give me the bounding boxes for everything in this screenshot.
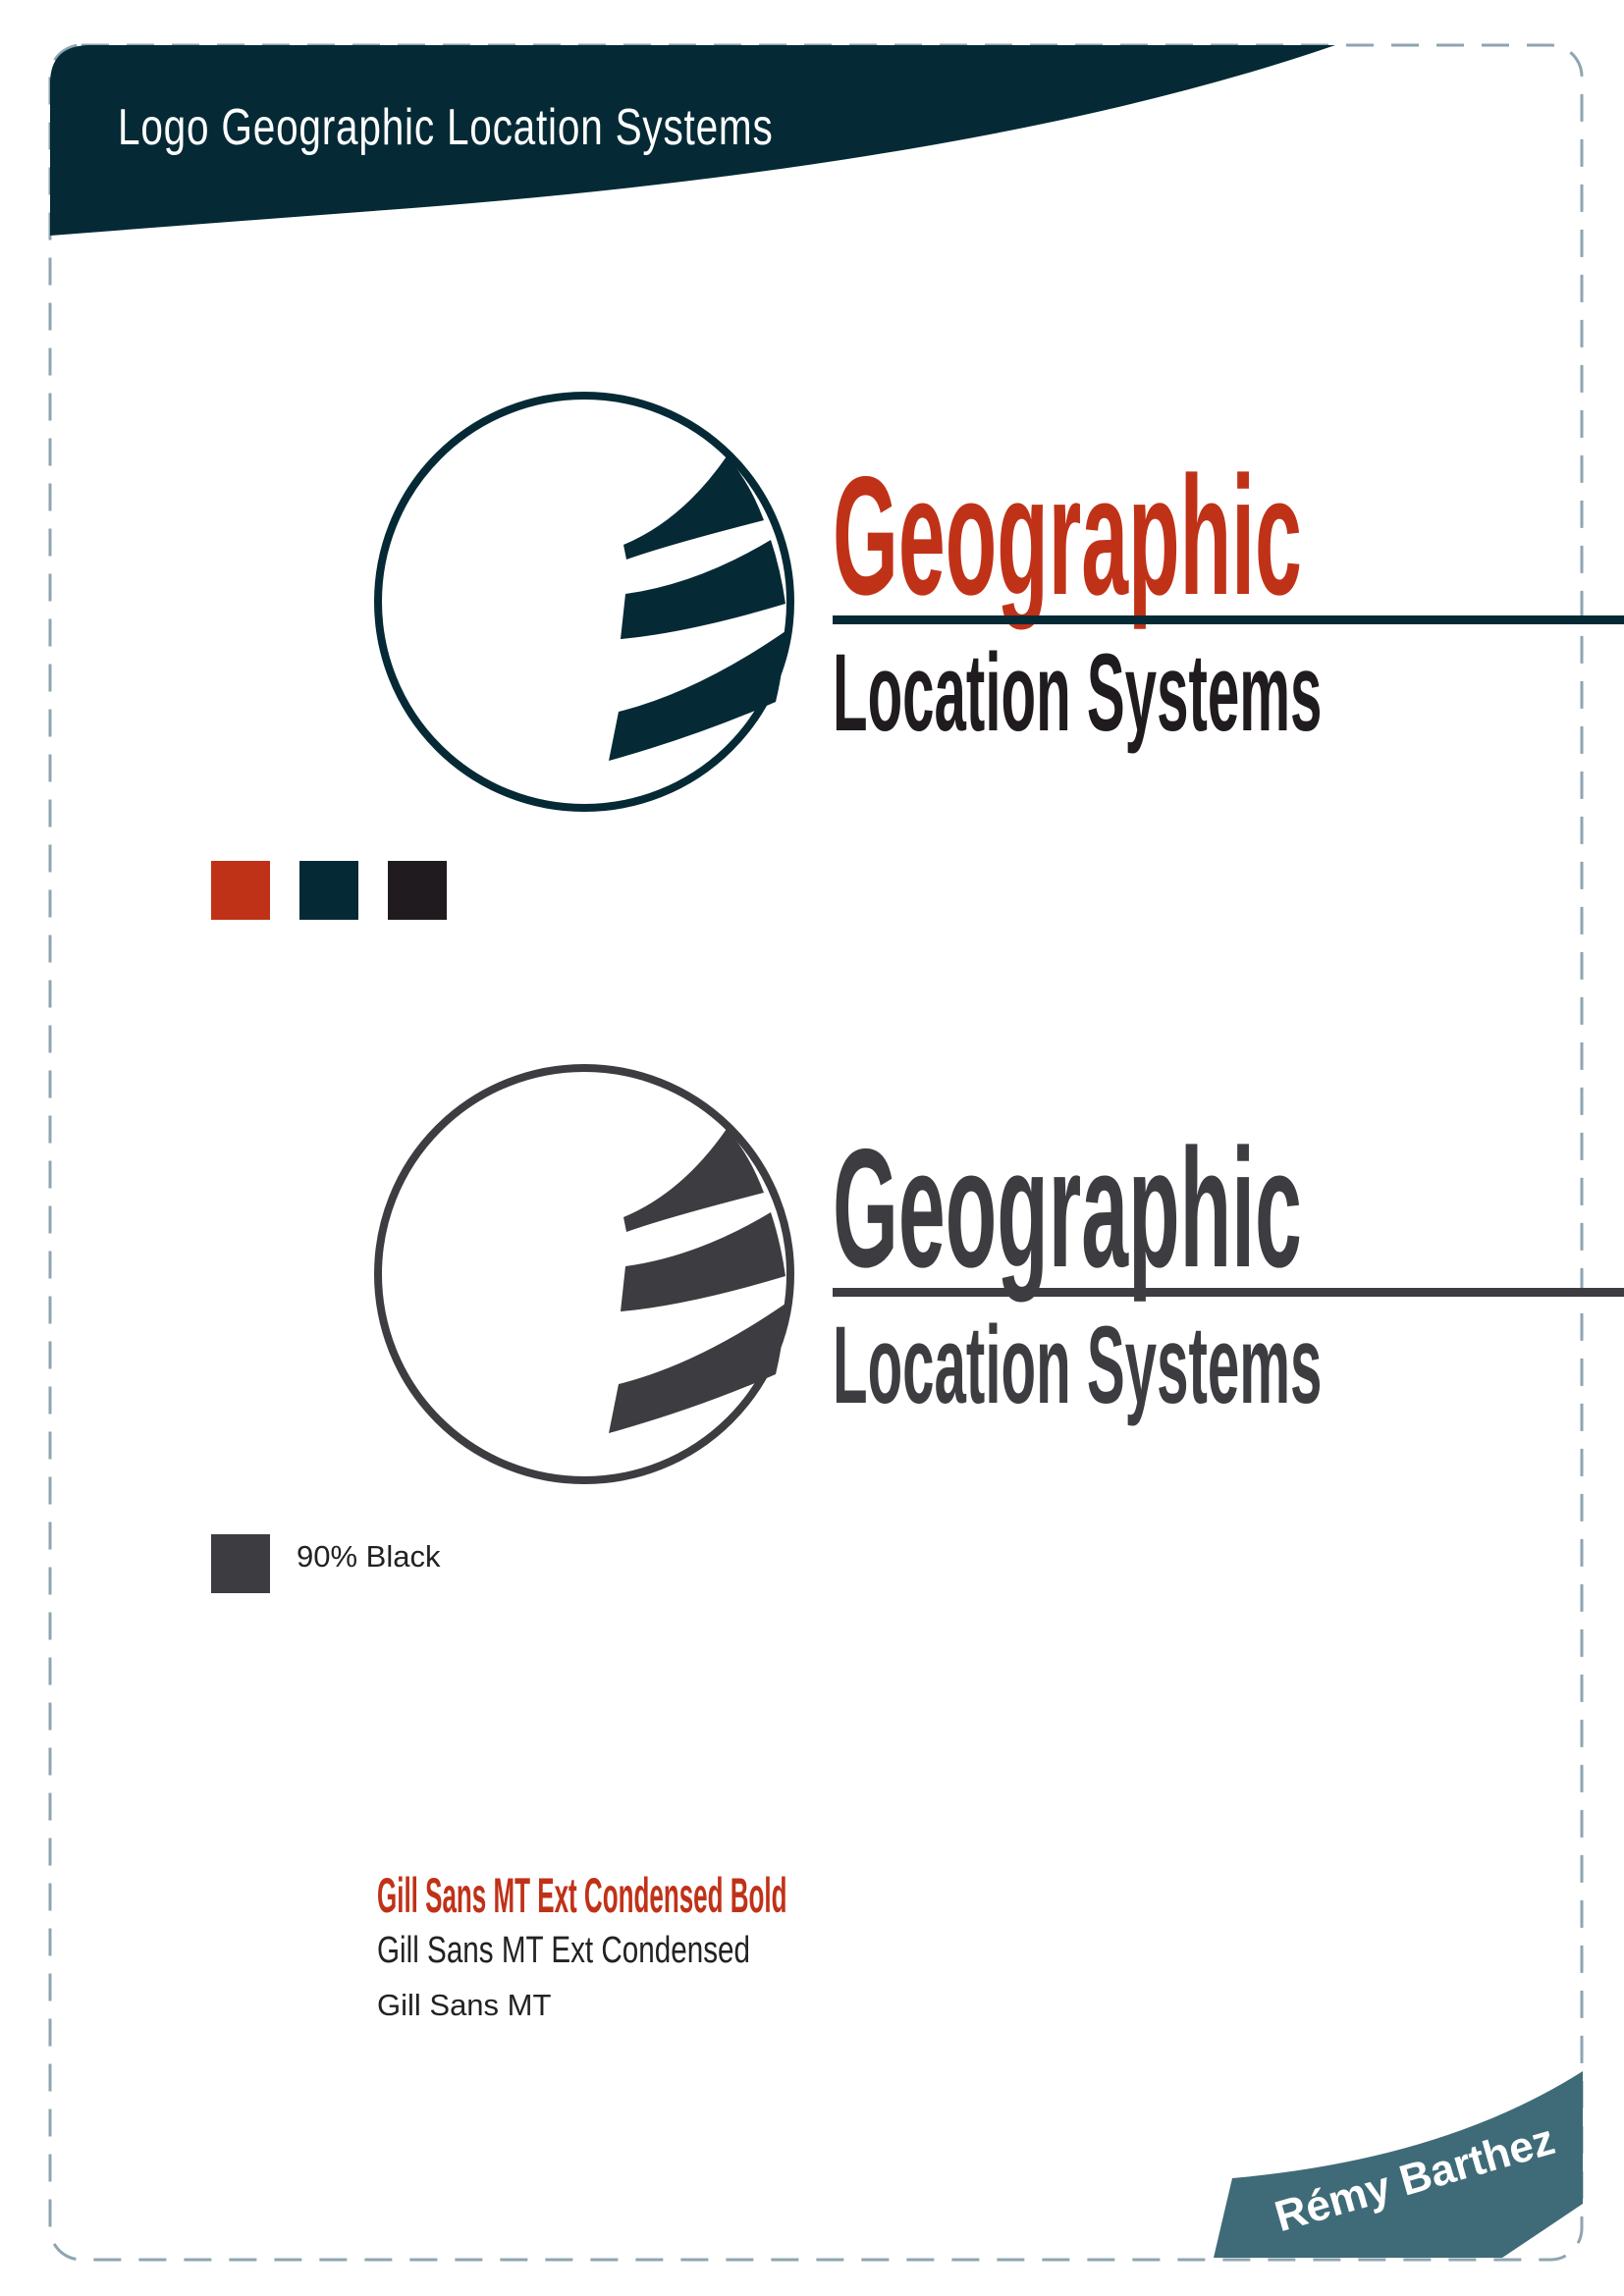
logo-underline: [833, 1288, 1624, 1297]
page-title: Logo Geographic Location Systems: [118, 99, 774, 156]
globe-stripe: [623, 1129, 764, 1232]
globe-ring: [374, 392, 794, 812]
globe-stripe: [609, 1304, 785, 1433]
globe-stripe: [623, 456, 764, 560]
color-swatch-red: [211, 861, 270, 920]
globe-ring: [374, 1064, 794, 1484]
logo-word-geographic: Geographic: [833, 442, 1302, 630]
color-swatch-navy: [299, 861, 358, 920]
swatch-label: 90% Black: [297, 1539, 441, 1574]
footer-ribbon: [1214, 2071, 1583, 2258]
logo-word-location-systems: Location Systems: [833, 1304, 1323, 1426]
logo-grayscale: Geographic Location Systems: [373, 1060, 1624, 1492]
globe-stripe: [609, 631, 785, 761]
color-swatch-black: [388, 861, 447, 920]
globe-stripe: [621, 1212, 785, 1311]
logo-color: Geographic Location Systems: [373, 388, 1624, 820]
logo-word-geographic: Geographic: [833, 1114, 1302, 1303]
header-band: [50, 45, 1335, 236]
font-specimen-bold: Gill Sans MT Ext Condensed Bold: [377, 1868, 787, 1923]
logo-underline: [833, 615, 1624, 624]
globe-mark-icon: [374, 392, 794, 812]
color-swatch-gray: [211, 1534, 270, 1593]
font-specimen-regular: Gill Sans MT: [377, 1988, 552, 2022]
logo-word-location-systems: Location Systems: [833, 631, 1323, 754]
globe-mark-icon: [374, 1064, 794, 1484]
font-specimen-condensed: Gill Sans MT Ext Condensed: [377, 1930, 751, 1971]
globe-stripe: [621, 540, 785, 639]
